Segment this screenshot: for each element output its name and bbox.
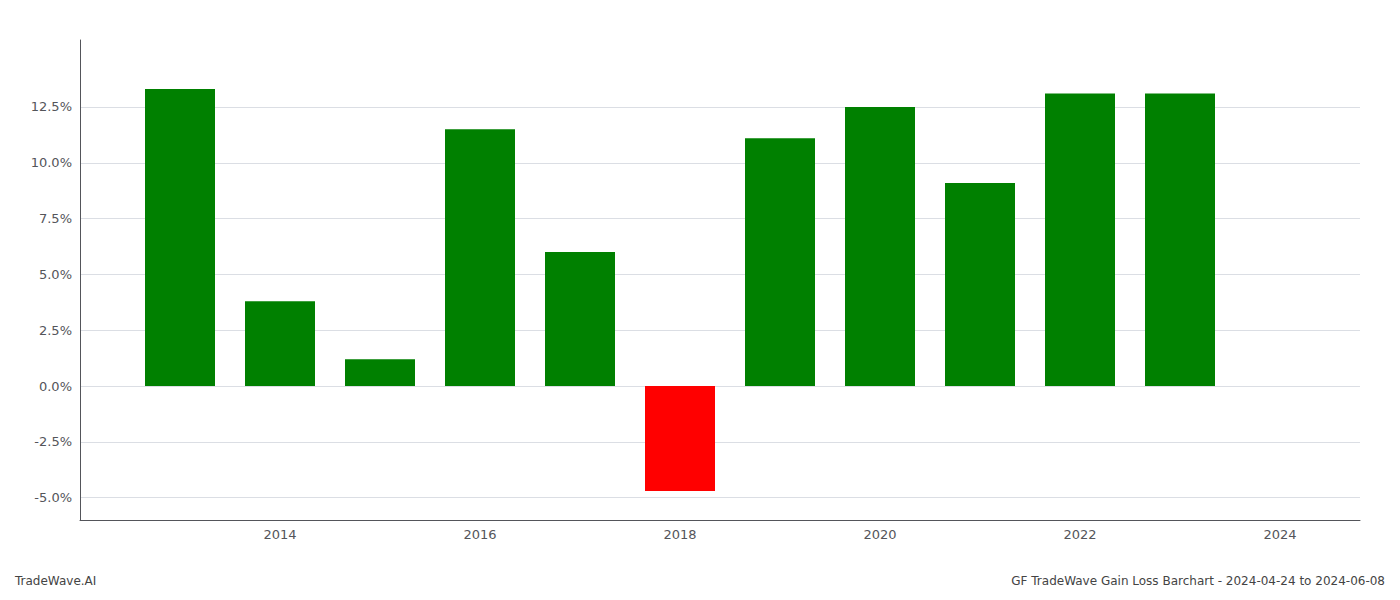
svg-text:2.5%: 2.5% bbox=[39, 323, 72, 338]
svg-text:5.0%: 5.0% bbox=[39, 267, 72, 282]
svg-text:TradeWave.AI: TradeWave.AI bbox=[14, 574, 96, 588]
svg-text:-2.5%: -2.5% bbox=[34, 434, 72, 449]
svg-text:-5.0%: -5.0% bbox=[34, 490, 72, 505]
svg-text:GF TradeWave Gain Loss Barchar: GF TradeWave Gain Loss Barchart - 2024-0… bbox=[1011, 574, 1385, 588]
svg-text:2022: 2022 bbox=[1063, 527, 1096, 542]
svg-text:2024: 2024 bbox=[1263, 527, 1296, 542]
svg-text:2014: 2014 bbox=[263, 527, 296, 542]
svg-text:2020: 2020 bbox=[863, 527, 896, 542]
svg-text:2016: 2016 bbox=[463, 527, 496, 542]
svg-text:2018: 2018 bbox=[663, 527, 696, 542]
svg-text:12.5%: 12.5% bbox=[31, 99, 72, 114]
svg-text:7.5%: 7.5% bbox=[39, 211, 72, 226]
svg-text:10.0%: 10.0% bbox=[31, 155, 72, 170]
svg-text:0.0%: 0.0% bbox=[39, 379, 72, 394]
